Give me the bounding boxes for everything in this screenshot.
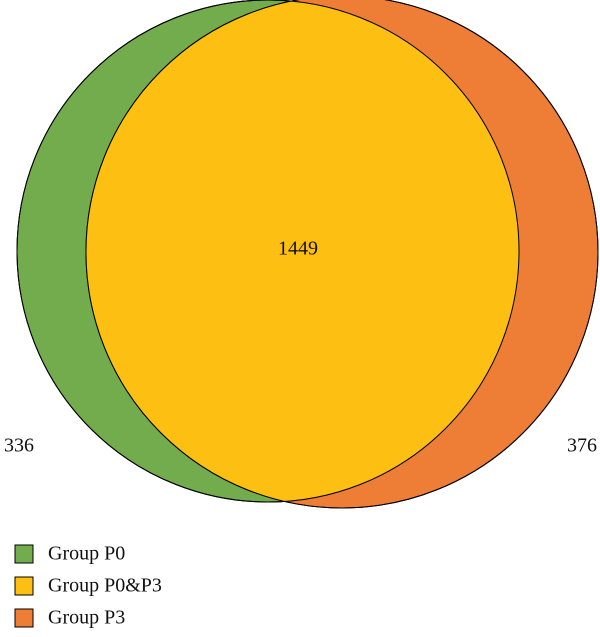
outline bbox=[85, 0, 599, 509]
outline bbox=[16, 0, 520, 503]
region-label: 1449 bbox=[278, 238, 318, 260]
legend-label: Group P0&P3 bbox=[48, 575, 162, 597]
legend-swatch bbox=[14, 544, 34, 564]
legend-label: Group P0 bbox=[48, 543, 125, 565]
legend-swatch bbox=[14, 576, 34, 596]
intersection bbox=[86, 0, 519, 502]
legend-label: Group P3 bbox=[48, 607, 125, 629]
region-label: 376 bbox=[567, 435, 597, 457]
legend-swatch bbox=[14, 608, 34, 628]
region-label: 336 bbox=[4, 435, 34, 457]
